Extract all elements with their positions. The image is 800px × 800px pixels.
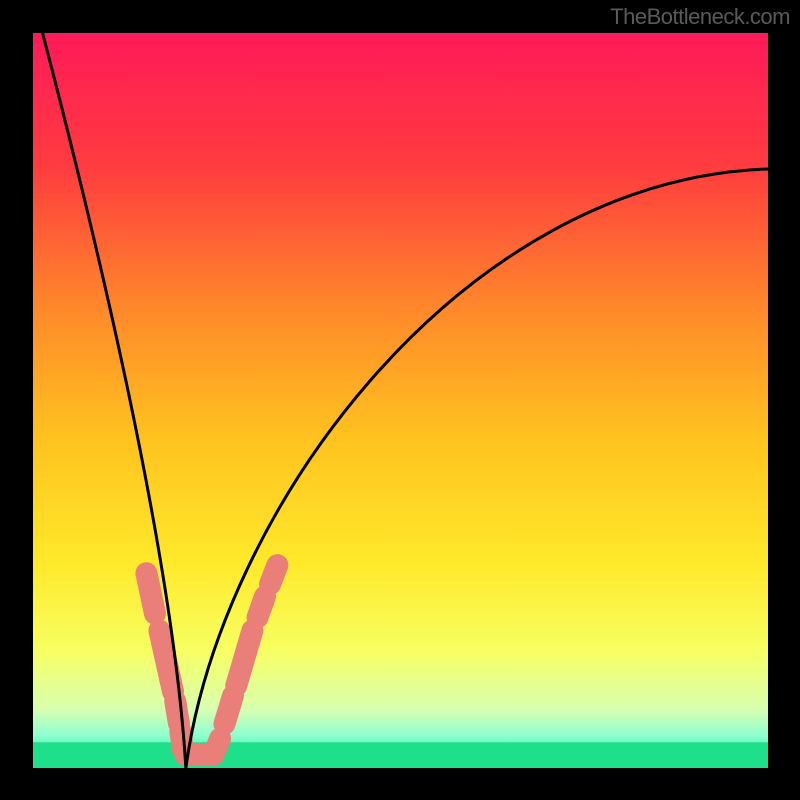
marker-pill	[159, 631, 173, 692]
marker-pill	[224, 696, 232, 724]
marker-pill	[146, 573, 155, 613]
plot-background-gradient	[33, 33, 768, 768]
attribution-label: TheBottleneck.com	[610, 4, 790, 30]
marker-pill	[217, 739, 220, 748]
bottleneck-chart-svg	[0, 0, 800, 800]
marker-pill	[258, 597, 265, 618]
chart-stage: TheBottleneck.com	[0, 0, 800, 800]
plot-bottom-band	[33, 742, 768, 768]
plot-area	[33, 33, 768, 768]
marker-pill	[270, 565, 277, 584]
marker-pill	[175, 701, 179, 723]
marker-pill	[236, 631, 252, 686]
